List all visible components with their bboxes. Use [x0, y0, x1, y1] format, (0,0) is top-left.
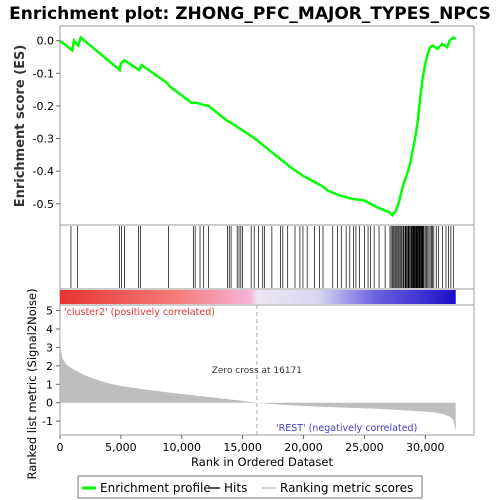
metric-y-tick-label: 4 [46, 323, 53, 336]
legend-enrichment-label: Enrichment profile [100, 481, 211, 495]
legend-ranking-label: Ranking metric scores [280, 481, 413, 495]
chart-title: Enrichment plot: ZHONG_PFC_MAJOR_TYPES_N… [9, 4, 491, 24]
x-axis-label: Rank in Ordered Dataset [191, 455, 334, 469]
es-y-tick-label: -0.5 [33, 198, 54, 211]
metric-y-tick-label: 3 [46, 341, 53, 354]
es-y-tick-label: 0.0 [37, 35, 55, 48]
es-y-tick-label: -0.3 [33, 133, 54, 146]
es-y-axis-label: Enrichment score (ES) [13, 45, 28, 208]
metric-y-tick-label: 2 [46, 360, 53, 373]
es-y-tick-label: -0.1 [33, 67, 54, 80]
x-tick-label: 20,000 [284, 441, 323, 454]
enrichment-profile-line [59, 35, 457, 218]
hits-panel [59, 224, 475, 306]
es-y-tick-label: -0.2 [33, 100, 54, 113]
metric-panel-frame [59, 304, 475, 436]
x-tick-label: 15,000 [223, 441, 262, 454]
legend-hits-label: Hits [224, 481, 247, 495]
metric-y-tick-label: 5 [46, 305, 53, 318]
x-tick-label: 0 [57, 441, 64, 454]
es-y-tick-label: -0.4 [33, 165, 54, 178]
metric-y-tick-label: 0 [46, 397, 53, 410]
x-tick-label: 5,000 [105, 441, 137, 454]
x-tick-label: 30,000 [406, 441, 445, 454]
legend: Enrichment profile Hits Ranking metric s… [77, 475, 423, 499]
ranking-metric-area [60, 310, 456, 432]
ranking-gradient-bar [60, 290, 456, 304]
x-tick-label: 25,000 [345, 441, 384, 454]
legend-frame [77, 475, 423, 499]
x-tick-label: 10,000 [163, 441, 202, 454]
negative-correlation-label: 'REST' (negatively correlated) [276, 423, 417, 434]
metric-y-axis-label: Ranked list metric (Signal2Noise) [25, 288, 39, 479]
metric-y-tick-label: 1 [46, 378, 53, 391]
zero-cross-label: Zero cross at 16171 [212, 366, 302, 376]
enrichment-panel: 0.0 -0.1 -0.2 -0.3 -0.4 -0.5 Enrichment score… [13, 25, 475, 226]
positive-correlation-label: 'cluster2' (positively correlated) [64, 307, 215, 318]
ranked-metric-panel: Zero cross at 16171 'cluster2' (positive… [25, 288, 475, 480]
es-panel-frame [59, 25, 475, 226]
metric-y-tick-label: -1 [42, 415, 53, 428]
